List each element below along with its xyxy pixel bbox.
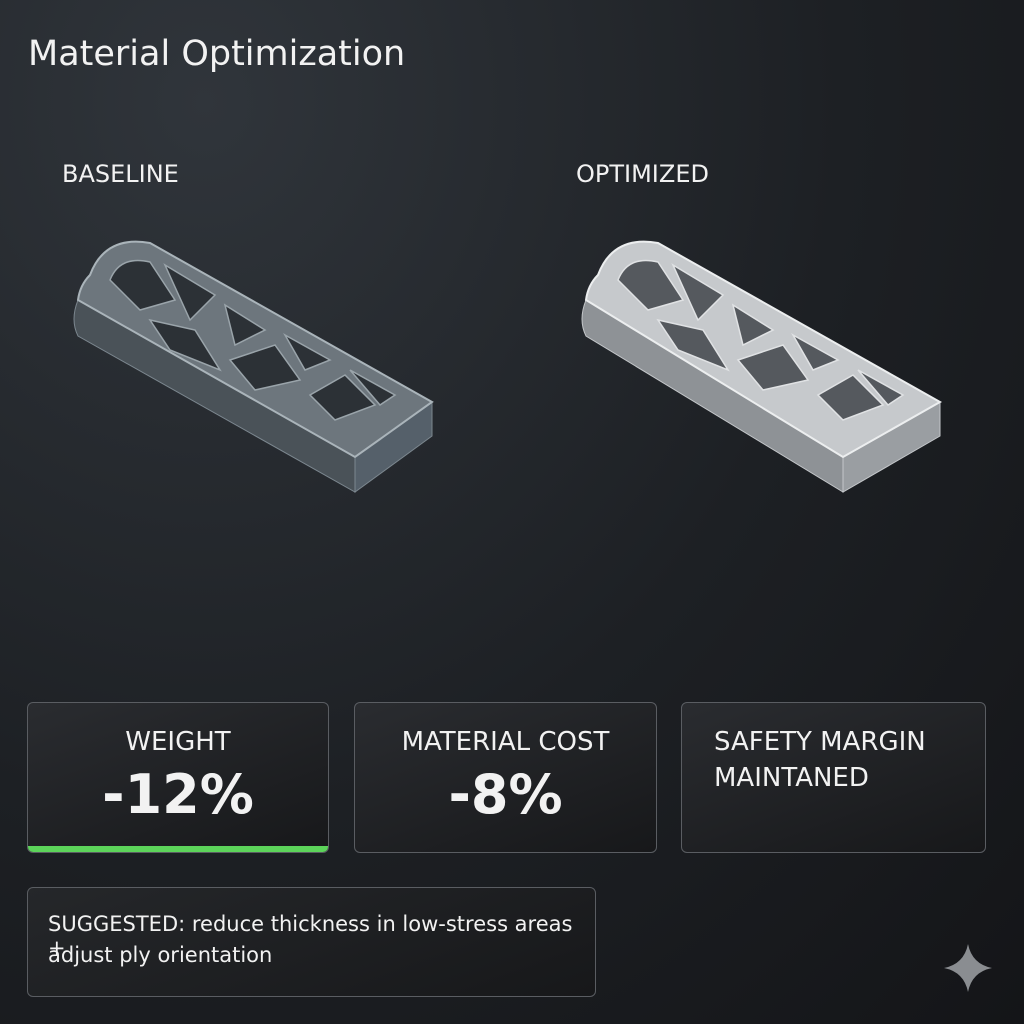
metric-text: SAFETY MARGIN — [714, 727, 926, 757]
page-title: Material Optimization — [28, 34, 406, 74]
hole — [617, 259, 685, 311]
hole — [163, 263, 217, 322]
bracket-holes — [109, 259, 397, 421]
hole — [736, 344, 810, 391]
metric-label: WEIGHT — [125, 727, 231, 757]
optimized-bracket — [581, 240, 943, 493]
panel-label: OPTIMIZED — [576, 160, 709, 188]
hole — [857, 369, 905, 406]
hole — [731, 303, 775, 347]
metric-card: SAFETY MARGIN MAINTANED — [681, 702, 986, 853]
hole — [283, 333, 332, 371]
metric-value: -8% — [448, 763, 563, 826]
hole — [228, 344, 302, 391]
baseline-bracket — [73, 240, 434, 493]
metric-value: -12% — [102, 763, 254, 826]
sparkle-icon — [944, 944, 992, 992]
hole — [816, 374, 885, 421]
suggestion-text: adjust ply orientation — [48, 943, 273, 967]
hole — [791, 333, 840, 371]
hole — [308, 374, 377, 421]
metric-card: WEIGHT -12% — [27, 702, 329, 853]
hole — [223, 303, 267, 347]
bracket-side — [73, 299, 356, 493]
accent-bar — [28, 846, 328, 852]
metric-card: MATERIAL COST -8% — [354, 702, 657, 853]
hole — [349, 369, 397, 406]
metric-label: MATERIAL COST — [401, 727, 610, 757]
suggestion-text: SUGGESTED: reduce thickness in low-stres… — [48, 912, 573, 960]
panel-label: BASELINE — [62, 160, 179, 188]
hole — [109, 259, 177, 311]
bracket-holes — [617, 259, 905, 421]
hole — [656, 318, 730, 372]
metric-text: MAINTANED — [714, 763, 869, 793]
bracket-side — [581, 299, 844, 493]
suggestion-box: SUGGESTED: reduce thickness in low-stres… — [27, 887, 596, 997]
hole — [148, 318, 222, 372]
hole — [671, 263, 725, 322]
